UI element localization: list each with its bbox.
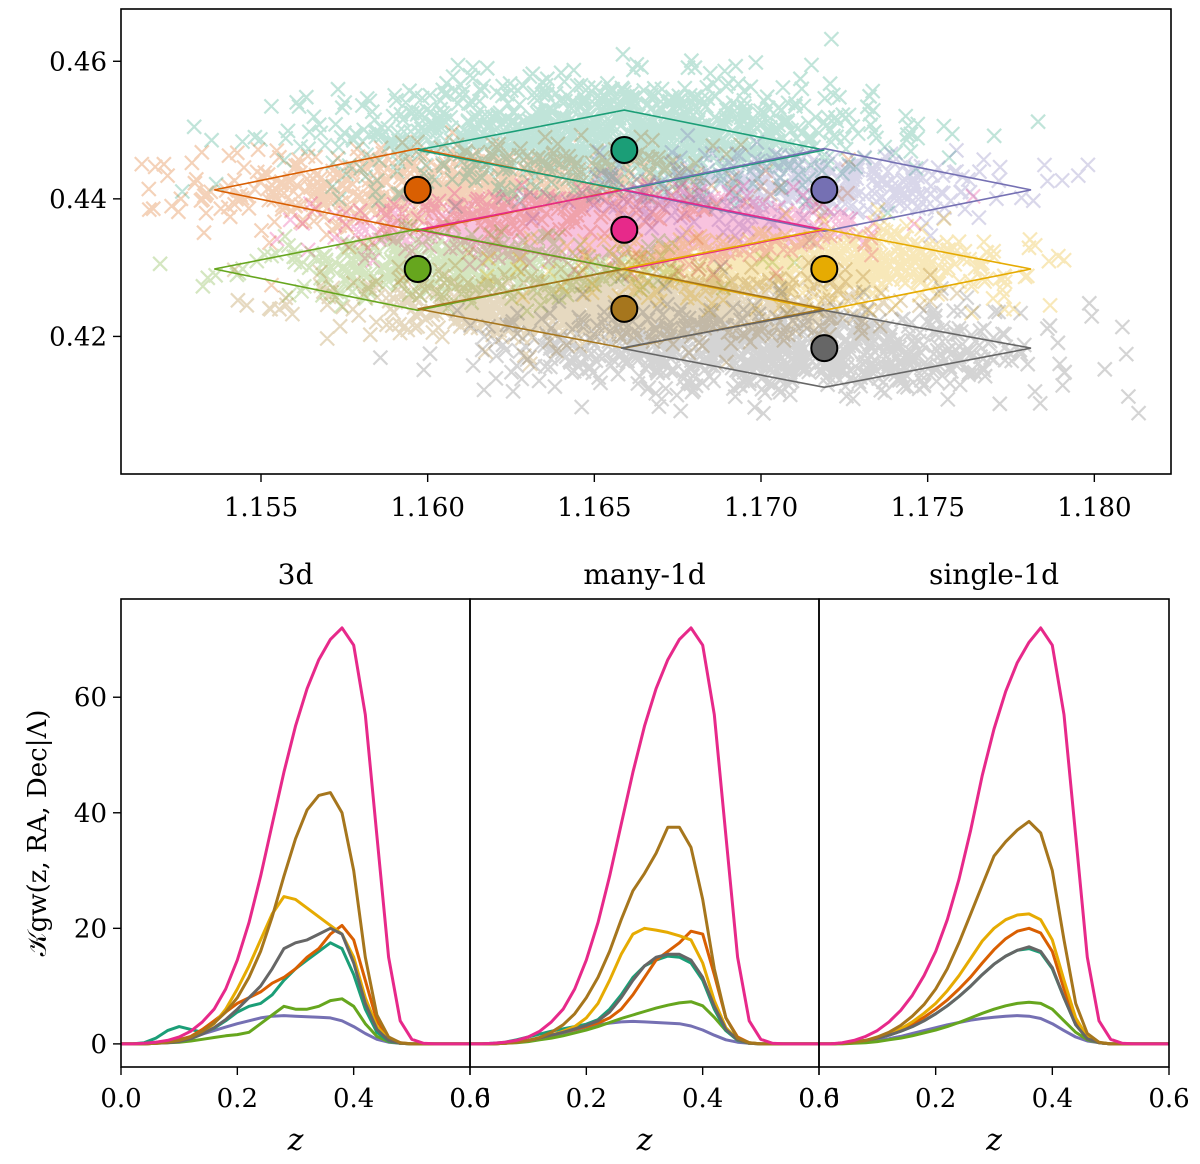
sky-map-panel: 1.155 1.160 1.165 1.170 1.175 1.180 0.420.440… xyxy=(49,8,1172,523)
top-y-tick-label-1: 0.44 xyxy=(49,185,107,215)
bottom-x-tick-label-0-3: 0.6 xyxy=(449,1084,490,1114)
sample-markers-6 xyxy=(226,249,965,372)
kernel-curve-7-panel-1 xyxy=(470,626,819,1046)
kernel-curve-4-panel-1 xyxy=(470,926,819,1046)
kernel-curves xyxy=(121,626,1169,1046)
bottom-x-tick-label-0-2: 0.4 xyxy=(333,1084,374,1114)
bottom-x-tick-label-2-1: 0.2 xyxy=(915,1084,956,1114)
cell-center-marker-3 xyxy=(610,215,639,244)
top-x-tick-label-0: 1.155 xyxy=(224,493,298,523)
bottom-x-tick-label-1-2: 0.4 xyxy=(682,1084,723,1114)
cell-center-marker-1 xyxy=(610,136,639,164)
top-y-ticks: 0.42 0.44 0.46 xyxy=(49,47,121,352)
bottom-y-ticks: 0 20 40 60 xyxy=(74,683,121,1060)
kernel-curve-7-panel-0 xyxy=(121,626,470,1046)
panel-title-single-1d: single-1d xyxy=(929,558,1059,591)
bottom-frame-3d xyxy=(120,598,471,1068)
cell-center-marker-4 xyxy=(403,255,432,283)
bottom-y-tick-label-2: 40 xyxy=(74,799,107,829)
kernel-curve-4-panel-2 xyxy=(819,912,1169,1046)
curves-panel-single-1d xyxy=(819,626,1169,1046)
sample-cloud-2 xyxy=(525,127,1096,249)
bottom-x-tick-label-0-0: 0.0 xyxy=(100,1084,141,1114)
top-x-tick-label-3: 1.170 xyxy=(724,493,798,523)
sample-cloud-7 xyxy=(372,259,1147,422)
top-x-tick-label-1: 1.160 xyxy=(390,493,464,523)
bottom-x-tick-label-0-1: 0.2 xyxy=(217,1084,258,1114)
sample-markers-2 xyxy=(525,127,1096,249)
cell-center-marker-2 xyxy=(810,175,839,204)
top-x-ticks: 1.155 1.160 1.165 1.170 1.175 1.180 xyxy=(224,474,1132,523)
top-x-tick-label-5: 1.180 xyxy=(1057,493,1131,523)
kernel-curve-5-panel-0 xyxy=(121,926,470,1046)
top-x-tick-label-4: 1.175 xyxy=(890,493,964,523)
top-axes-frame xyxy=(120,8,1172,475)
sample-cloud-6 xyxy=(226,249,965,372)
curves-panel-3d xyxy=(121,626,470,1046)
cell-center-marker-7 xyxy=(810,334,839,363)
kernel-curve-2-panel-1 xyxy=(470,954,819,1046)
posterior-sample-clouds xyxy=(134,31,1147,422)
cell-center-marker-5 xyxy=(810,255,839,283)
cell-outline-5 xyxy=(620,228,1032,312)
bottom-y-tick-label-0: 0 xyxy=(90,1030,107,1060)
bottom-x-tick-label-2-3: 0.6 xyxy=(1148,1084,1189,1114)
kernel-curve-3-panel-1 xyxy=(470,929,819,1046)
bottom-y-tick-label-1: 20 xyxy=(74,914,107,944)
cell-outline-1 xyxy=(417,109,825,191)
top-x-tick-label-2: 1.165 xyxy=(557,493,631,523)
bottom-x-tick-label-2-0: 0.0 xyxy=(798,1084,839,1114)
top-y-tick-label-2: 0.46 xyxy=(49,47,107,77)
x-axis-label-3d: z xyxy=(287,1123,304,1158)
kernel-curve-1-panel-0 xyxy=(121,997,470,1046)
bottom-frame-single-1d xyxy=(818,598,1170,1068)
bottom-x-tick-label-1-1: 0.2 xyxy=(566,1084,607,1114)
x-axis-label-single-1d: z xyxy=(985,1123,1002,1158)
kernel-curve-6-panel-2 xyxy=(819,819,1169,1046)
bottom-x-ticks: 0.0 0.2 0.4 0.60.0 0.2 0.4 0.60.0 0.2 0.4 0.6 xyxy=(100,1067,1190,1114)
bottom-x-tick-label-1-3: 0.6 xyxy=(798,1084,839,1114)
grid-cell-outlines xyxy=(214,109,1032,389)
grid-cell-centers xyxy=(403,136,839,363)
kernel-curve-5-panel-2 xyxy=(819,945,1169,1046)
curves-panel-many-1d xyxy=(470,626,819,1046)
kernel-curve-3-panel-2 xyxy=(819,926,1169,1046)
panel-title-3d: 3d xyxy=(278,558,314,591)
bottom-frame-many-1d xyxy=(469,598,820,1068)
x-axis-label-many-1d: z xyxy=(636,1123,653,1158)
bottom-y-tick-label-3: 60 xyxy=(74,683,107,713)
cell-center-marker-6 xyxy=(610,294,639,323)
panel-title-many-1d: many-1d xyxy=(583,558,705,591)
kernel-panels: 3d many-1d single-1d 0.0 0.2 0.4 0.60.0 0.2 0… xyxy=(23,558,1190,1158)
cell-center-marker-0 xyxy=(403,175,432,204)
top-y-tick-label-0: 0.42 xyxy=(49,322,107,352)
kernel-curve-6-panel-0 xyxy=(121,791,470,1046)
cell-outline-6 xyxy=(417,268,825,349)
cell-outline-2 xyxy=(620,147,1032,233)
kernel-curve-7-panel-2 xyxy=(819,626,1169,1046)
kernel-curve-6-panel-1 xyxy=(470,825,819,1046)
y-axis-label: 𝒦gw(z, RA, Dec|Λ) xyxy=(23,710,53,957)
kernel-curve-2-panel-0 xyxy=(121,941,470,1046)
bottom-x-tick-label-1-0: 0.0 xyxy=(449,1084,490,1114)
sample-markers-7 xyxy=(372,259,1147,422)
cell-outline-7 xyxy=(620,309,1032,389)
kernel-curve-5-panel-1 xyxy=(470,952,819,1046)
bottom-x-tick-label-2-2: 0.4 xyxy=(1032,1084,1073,1114)
